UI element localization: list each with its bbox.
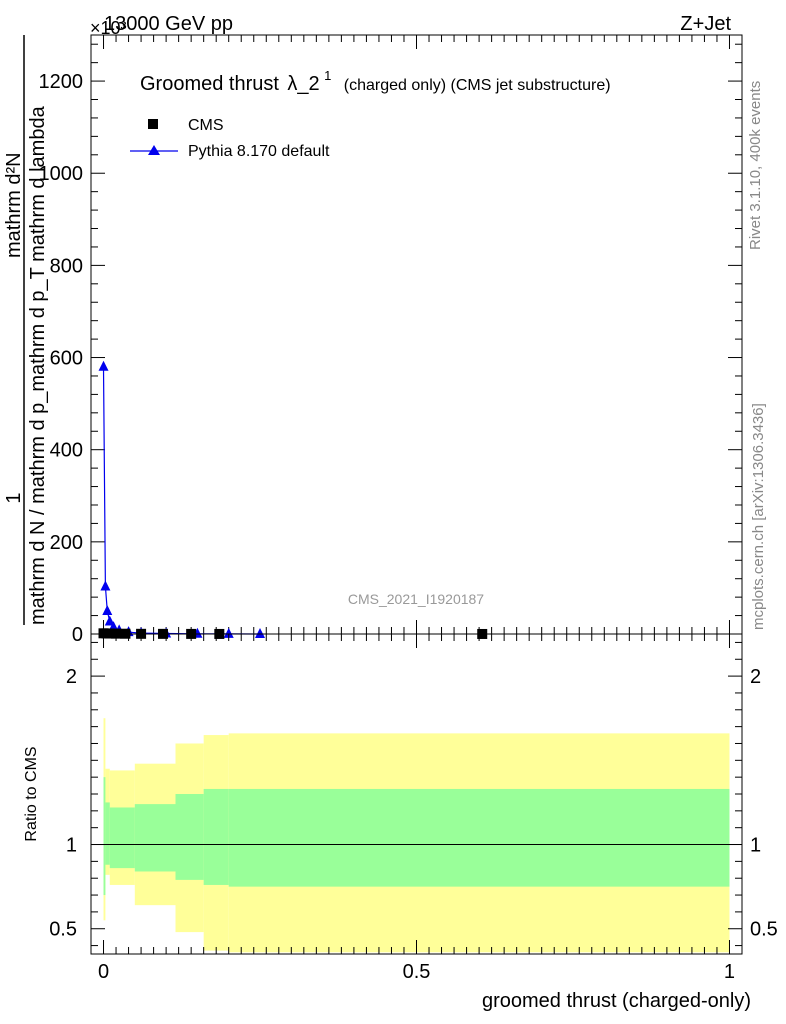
pythia-point [255,627,266,638]
pythia-point [98,360,109,371]
main-y-tick-label: 400 [50,440,83,462]
ratio-bands-layer [91,718,742,953]
legend-cms-marker [148,119,158,129]
ratio-inner-band [203,788,229,885]
main-y-tick-label: 1200 [39,71,84,93]
ratio-inner-band [134,804,176,872]
ratio-y-tick-label-left: 0.5 [49,919,77,941]
pythia-point [104,615,115,626]
x-axis-label: groomed thrust (charged-only) [482,990,751,1012]
ratio-y-tick-label-left: 1 [66,835,77,857]
main-y-tick-label: 600 [50,348,83,370]
ratio-y-tick-label-left: 2 [66,666,77,688]
ratio-axis-ticks: 0.5 0.5 1 1 2 2 0 0.5 1 [49,634,778,983]
ratio-inner-band [228,788,730,887]
ratio-y-axis-label: Ratio to CMS [23,746,40,841]
x-tick-label: 0 [98,961,109,983]
analysis-id: CMS_2021_I1920187 [348,591,484,607]
main-y-tick-label: 200 [50,532,83,554]
ratio-inner-band [175,794,204,880]
ratio-y-tick-label-right: 0.5 [750,919,778,941]
main-y-tick-label: 1000 [39,163,84,185]
pythia-series-line [102,366,261,635]
legend-pythia-marker [148,145,160,155]
x-tick-label: 1 [724,961,735,983]
main-axis-ticks: 0 200 400 600 800 1000 1200 [39,35,742,646]
pythia-point [102,604,113,615]
rivet-label: Rivet 3.1.10, 400k events [747,81,764,250]
legend-cms-label: CMS [188,117,224,134]
main-y-axis-label: 1 mathrm d²N mathrm d N / mathrm d p_mat… [3,35,49,625]
ylabel-one: 1 [3,492,25,503]
ratio-y-tick-label-right: 2 [750,666,761,688]
legend-pythia-label: Pythia 8.170 default [188,143,330,160]
plot-title: Groomed thrust λ_2 1 (charged only) (CMS… [140,67,611,95]
ratio-inner-band [105,802,110,865]
ratio-y-tick-label-right: 1 [750,835,761,857]
title-main: Groomed thrust [140,73,279,95]
main-y-tick-label: 0 [72,624,83,646]
ylabel-numerator: mathrm d²N [3,152,25,258]
mcplots-label: mcplots.cern.ch [arXiv:1306.3436] [750,403,767,630]
title-lambda: λ_2 [287,73,319,95]
legend: CMS Pythia 8.170 default [130,117,330,160]
exponent-label: ×10³ [90,18,127,38]
ratio-inner-band [103,777,106,896]
ylabel-denominator: mathrm d N / mathrm d p_mathrm d p_T mat… [27,105,49,625]
energy-label: 13000 GeV pp [104,13,233,35]
ratio-inner-band [109,807,135,869]
process-label: Z+Jet [680,13,731,35]
x-tick-label: 0.5 [403,961,431,983]
title-subtitle: (charged only) (CMS jet substructure) [344,77,611,94]
title-superscript: 1 [324,68,331,83]
pythia-point [223,627,234,638]
main-y-tick-label: 800 [50,255,83,277]
pythia-point [100,580,111,591]
